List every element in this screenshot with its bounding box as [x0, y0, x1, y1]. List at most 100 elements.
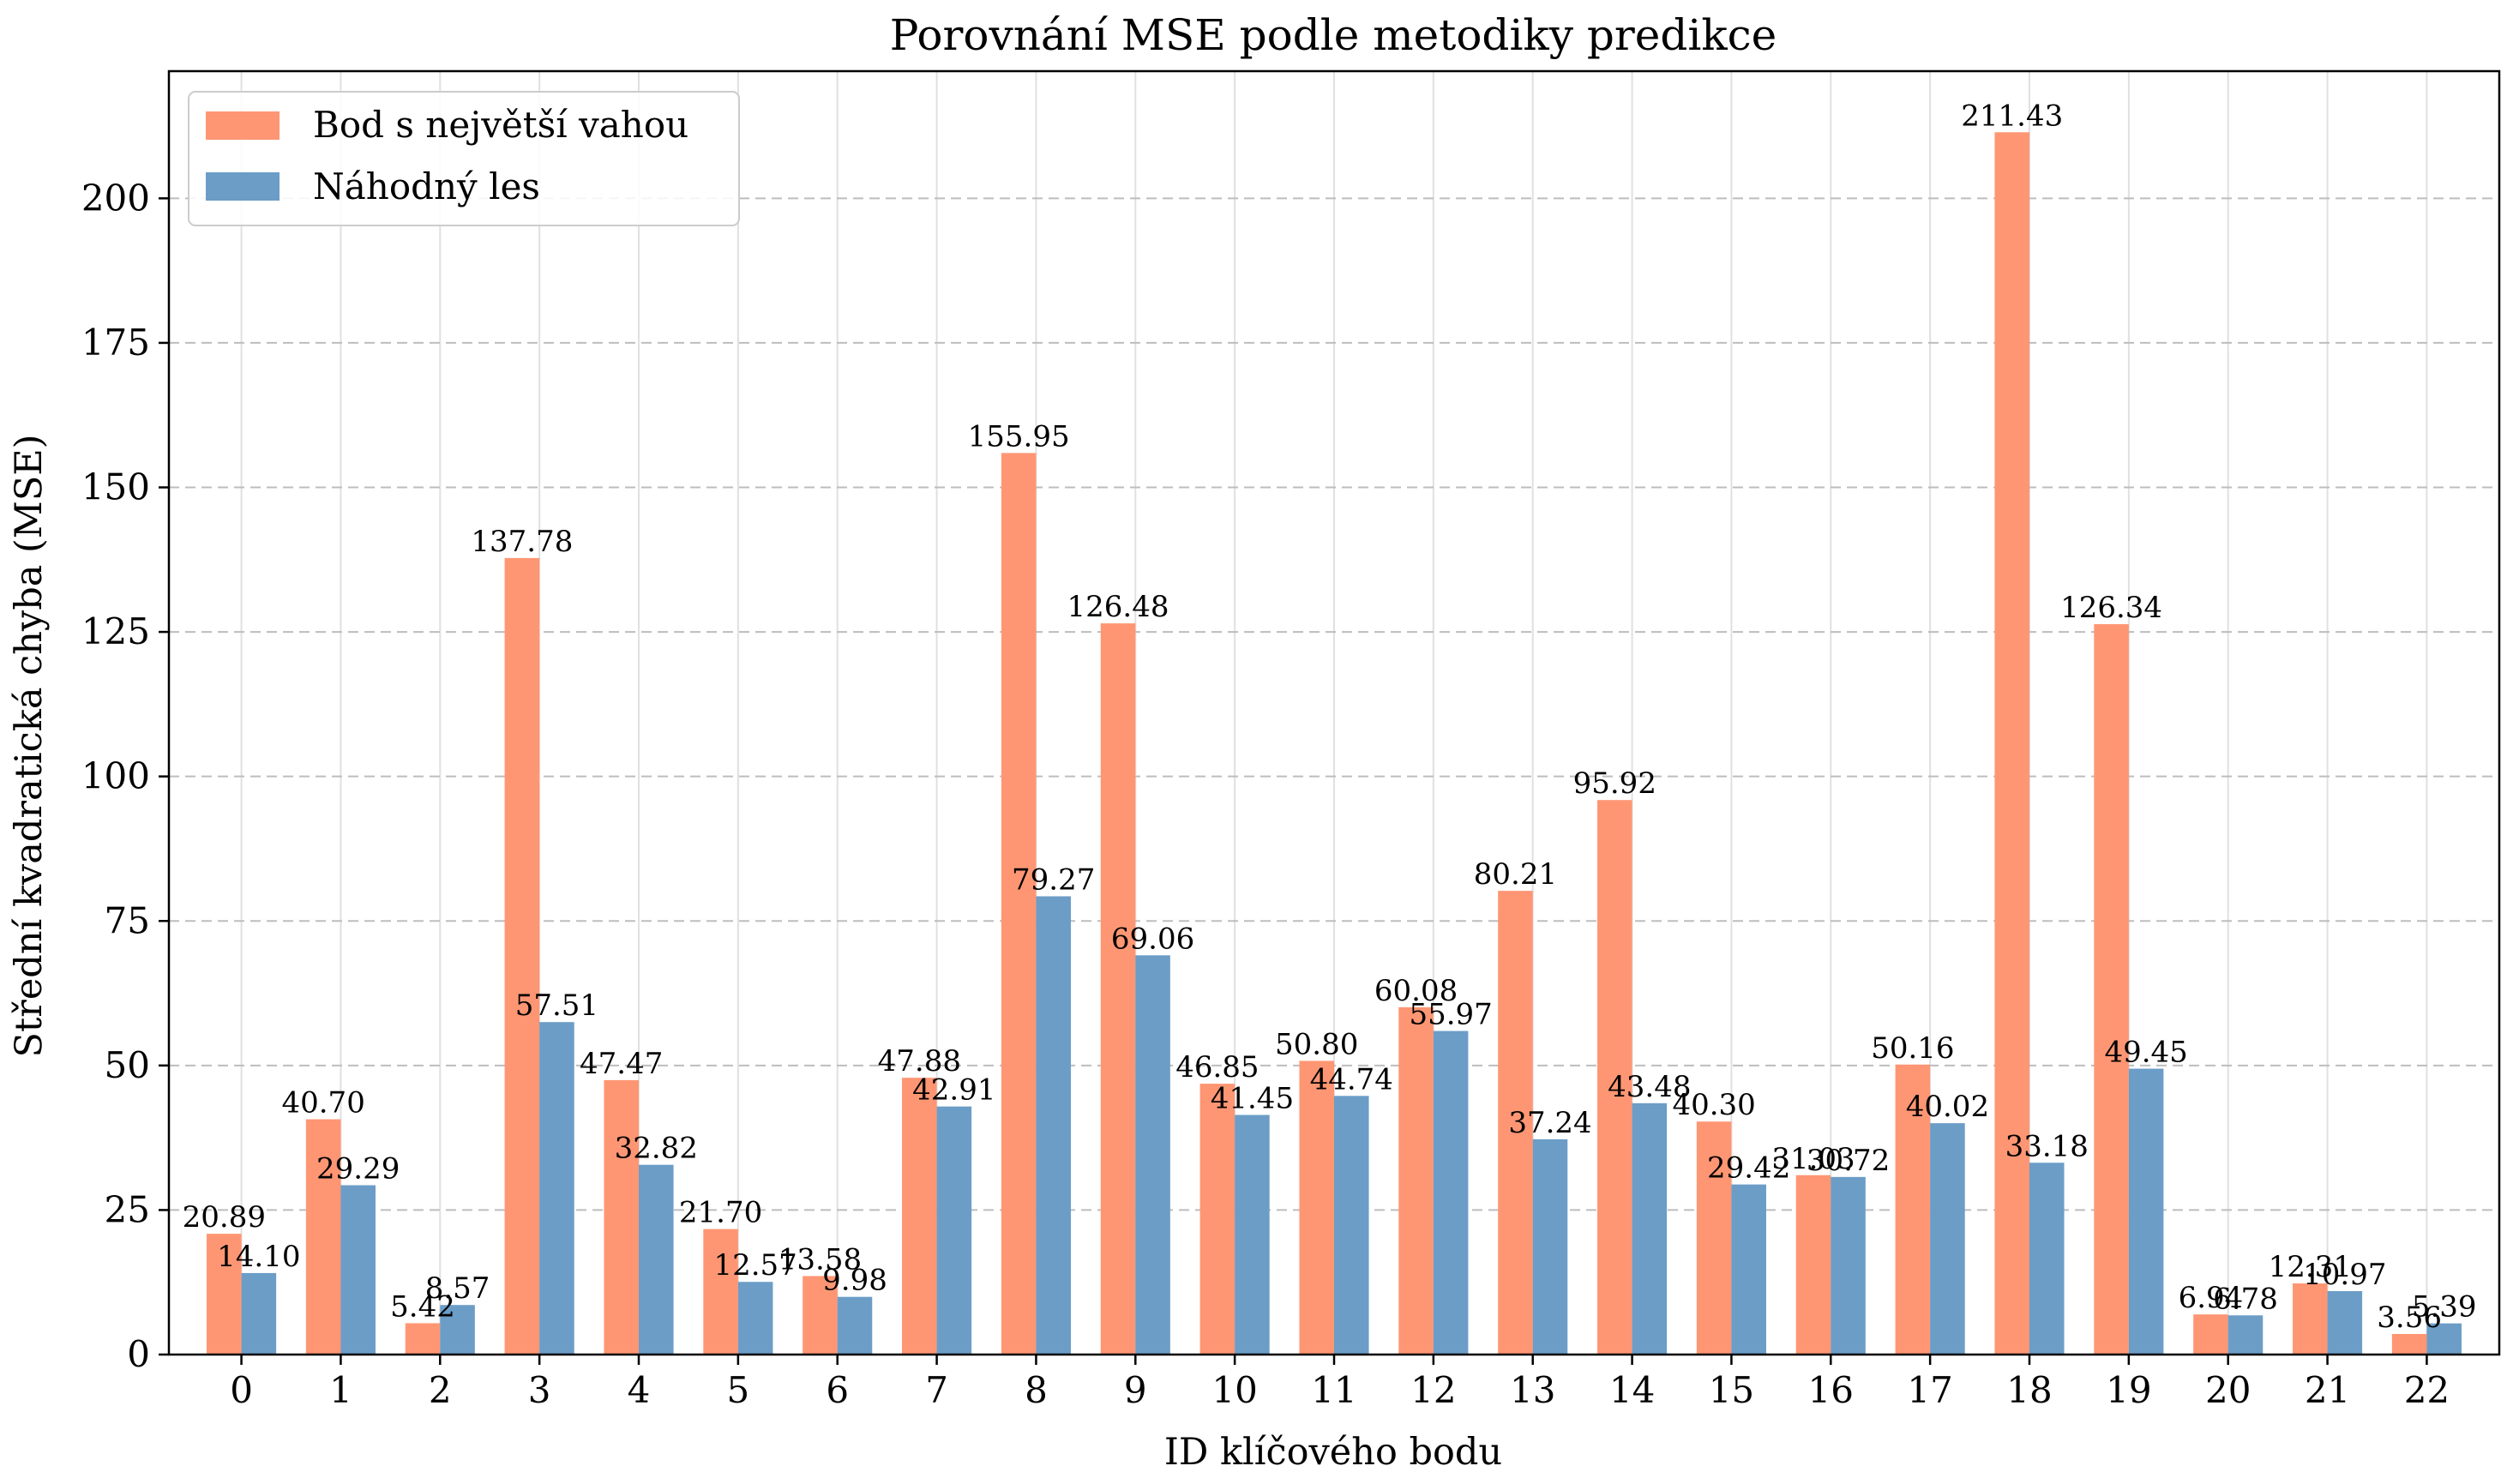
bar-bod-s-nejvetsi-vahou — [1795, 1175, 1831, 1355]
bar-bod-s-nejvetsi-vahou — [504, 557, 540, 1355]
x-tick-label: 16 — [1808, 1369, 1854, 1411]
bar-nahodny-les — [440, 1305, 475, 1355]
data-label-bod-s-nejvetsi-vahou: 95.92 — [1573, 766, 1656, 801]
bar-nahodny-les — [737, 1282, 773, 1355]
data-label-nahodny-les: 49.45 — [2104, 1036, 2187, 1070]
bar-nahodny-les — [936, 1106, 972, 1355]
bar-bod-s-nejvetsi-vahou — [1498, 891, 1533, 1355]
y-tick-label: 0 — [127, 1333, 150, 1375]
x-tick-label: 6 — [826, 1369, 849, 1411]
data-label-nahodny-les: 42.91 — [912, 1073, 995, 1108]
bar-bod-s-nejvetsi-vahou — [2391, 1333, 2427, 1355]
bar-bod-s-nejvetsi-vahou — [1597, 800, 1632, 1355]
bar-nahodny-les — [1831, 1176, 1866, 1355]
y-tick-label: 125 — [81, 610, 150, 652]
data-label-bod-s-nejvetsi-vahou: 155.95 — [968, 419, 1070, 454]
bar-nahodny-les — [539, 1022, 574, 1355]
data-label-bod-s-nejvetsi-vahou: 211.43 — [1961, 99, 2063, 133]
y-tick-label: 100 — [81, 755, 150, 797]
x-tick-label: 14 — [1609, 1369, 1655, 1411]
bar-nahodny-les — [1235, 1115, 1270, 1355]
data-label-nahodny-les: 37.24 — [1508, 1106, 1591, 1140]
data-label-nahodny-les: 10.97 — [2303, 1258, 2386, 1292]
bar-bod-s-nejvetsi-vahou — [1895, 1064, 1931, 1355]
data-label-bod-s-nejvetsi-vahou: 50.16 — [1871, 1031, 1954, 1066]
x-tick-label: 20 — [2205, 1369, 2251, 1411]
x-tick-label: 7 — [925, 1369, 948, 1411]
bar-nahodny-les — [1334, 1096, 1369, 1355]
data-label-bod-s-nejvetsi-vahou: 21.70 — [679, 1196, 762, 1230]
x-tick-label: 9 — [1124, 1369, 1147, 1411]
x-tick-label: 11 — [1311, 1369, 1356, 1411]
x-tick-label: 1 — [329, 1369, 352, 1411]
x-tick-label: 10 — [1211, 1369, 1257, 1411]
x-tick-label: 8 — [1025, 1369, 1048, 1411]
legend-label-nahodny-les: Náhodný les — [313, 165, 540, 207]
x-tick-label: 15 — [1709, 1369, 1754, 1411]
bar-nahodny-les — [2327, 1291, 2363, 1355]
bar-nahodny-les — [1731, 1184, 1766, 1355]
bar-bod-s-nejvetsi-vahou — [902, 1078, 937, 1355]
bar-bod-s-nejvetsi-vahou — [1001, 453, 1037, 1355]
bar-bod-s-nejvetsi-vahou — [305, 1119, 341, 1355]
data-label-bod-s-nejvetsi-vahou: 20.89 — [183, 1200, 266, 1235]
data-label-nahodny-les: 40.02 — [1906, 1090, 1989, 1124]
x-tick-label: 12 — [1410, 1369, 1456, 1411]
bar-nahodny-les — [340, 1185, 376, 1355]
bar-nahodny-les — [241, 1272, 277, 1355]
legend: Bod s největší vahou Náhodný les — [188, 91, 740, 226]
y-tick-label: 150 — [81, 466, 150, 508]
data-label-nahodny-les: 30.72 — [1807, 1144, 1890, 1178]
bar-nahodny-les — [1532, 1139, 1568, 1355]
x-tick-label: 2 — [429, 1369, 452, 1411]
bar-nahodny-les — [1433, 1030, 1469, 1355]
data-label-bod-s-nejvetsi-vahou: 13.58 — [779, 1242, 862, 1277]
bar-bod-s-nejvetsi-vahou — [604, 1079, 640, 1355]
x-tick-label: 21 — [2305, 1369, 2350, 1411]
data-label-nahodny-les: 44.74 — [1310, 1062, 1393, 1096]
tick-layer: 0 1 2 3 4 5 6 7 8 9 10 11 12 13 14 15 16 17 18 19 20 21 220255… — [81, 177, 2450, 1411]
y-tick-label: 50 — [105, 1044, 150, 1086]
y-tick-label: 25 — [105, 1188, 150, 1230]
data-label-nahodny-les: 29.29 — [316, 1151, 400, 1186]
legend-box — [188, 91, 740, 226]
x-tick-label: 13 — [1510, 1369, 1555, 1411]
data-label-nahodny-les: 55.97 — [1409, 998, 1492, 1032]
data-label-bod-s-nejvetsi-vahou: 47.47 — [580, 1047, 663, 1081]
x-tick-label: 18 — [2006, 1369, 2052, 1411]
data-label-bod-s-nejvetsi-vahou: 6.94 — [2179, 1281, 2244, 1315]
data-label-bod-s-nejvetsi-vahou: 46.85 — [1175, 1050, 1259, 1084]
data-label-nahodny-les: 12.57 — [713, 1248, 797, 1283]
data-label-bod-s-nejvetsi-vahou: 47.88 — [878, 1044, 961, 1078]
x-tick-label: 19 — [2106, 1369, 2151, 1411]
data-label-nahodny-les: 14.10 — [217, 1240, 300, 1274]
data-label-nahodny-les: 57.51 — [515, 988, 598, 1023]
y-tick-label: 200 — [81, 177, 150, 219]
data-label-nahodny-les: 33.18 — [2005, 1129, 2089, 1163]
chart-title: Porovnání MSE podle metodiky predikce — [890, 10, 1777, 60]
bar-bod-s-nejvetsi-vahou — [1100, 623, 1136, 1355]
bar-bod-s-nejvetsi-vahou — [1696, 1121, 1732, 1355]
legend-swatch-bod-s-nejvetsi-vahou — [206, 111, 280, 140]
bar-nahodny-les — [1036, 896, 1071, 1355]
data-label-bod-s-nejvetsi-vahou: 80.21 — [1474, 857, 1557, 892]
data-label-bod-s-nejvetsi-vahou: 40.30 — [1672, 1088, 1755, 1122]
bar-nahodny-les — [639, 1164, 674, 1355]
data-label-nahodny-les: 29.42 — [1707, 1151, 1790, 1186]
x-tick-label: 22 — [2404, 1369, 2450, 1411]
data-label-nahodny-les: 8.57 — [425, 1271, 490, 1306]
data-label-bod-s-nejvetsi-vahou: 126.34 — [2060, 591, 2162, 625]
data-label-bod-s-nejvetsi-vahou: 12.31 — [2269, 1250, 2352, 1284]
x-tick-label: 4 — [628, 1369, 651, 1411]
data-label-bod-s-nejvetsi-vahou: 5.42 — [390, 1289, 455, 1324]
data-label-bod-s-nejvetsi-vahou: 40.70 — [281, 1086, 364, 1121]
x-tick-label: 17 — [1907, 1369, 1952, 1411]
y-tick-label: 175 — [81, 321, 150, 363]
bar-nahodny-les — [2426, 1323, 2462, 1355]
bar-nahodny-les — [1632, 1102, 1668, 1355]
x-tick-label: 0 — [230, 1369, 253, 1411]
bar-nahodny-les — [2227, 1315, 2264, 1355]
bar-nahodny-les — [1135, 955, 1170, 1355]
bar-nahodny-les — [2128, 1068, 2164, 1355]
